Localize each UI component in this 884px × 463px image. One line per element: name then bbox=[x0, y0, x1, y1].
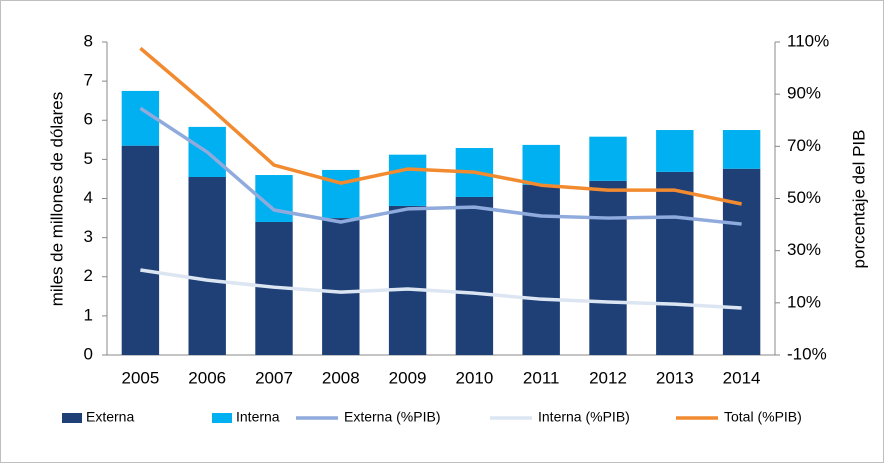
legend-swatch bbox=[212, 413, 232, 423]
bar bbox=[322, 218, 360, 355]
y-tick-label: 3 bbox=[84, 227, 93, 246]
y2-tick-label: 10% bbox=[787, 292, 821, 311]
y2-tick-label: 110% bbox=[787, 31, 829, 50]
x-tick-label: 2008 bbox=[322, 368, 360, 387]
bar bbox=[455, 196, 494, 355]
y-tick-label: 1 bbox=[84, 305, 93, 324]
x-tick-label: 2013 bbox=[656, 368, 694, 387]
bar bbox=[388, 154, 427, 206]
bar bbox=[188, 176, 226, 355]
y2-tick-label: -10% bbox=[787, 344, 827, 363]
legend-label: Interna (%PIB) bbox=[538, 409, 630, 425]
legend-label: Externa (%PIB) bbox=[344, 409, 440, 425]
y2-tick-label: 50% bbox=[787, 188, 821, 207]
line-series bbox=[140, 268, 742, 310]
bar bbox=[656, 171, 694, 355]
y-tick-label: 8 bbox=[84, 31, 93, 50]
y-axis-label: miles de millones de dólares bbox=[47, 92, 66, 307]
x-tick-label: 2011 bbox=[523, 368, 560, 387]
bar bbox=[722, 168, 761, 355]
x-tick-label: 2009 bbox=[389, 368, 427, 387]
legend-label: Total (%PIB) bbox=[724, 409, 802, 425]
bar bbox=[722, 130, 761, 169]
x-tick-label: 2010 bbox=[455, 368, 493, 387]
y-tick-label: 6 bbox=[84, 110, 93, 129]
x-tick-label: 2012 bbox=[589, 368, 627, 387]
legend-swatch bbox=[62, 413, 82, 423]
x-tick-label: 2006 bbox=[188, 368, 226, 387]
bar bbox=[589, 180, 627, 355]
x-tick-label: 2014 bbox=[723, 368, 761, 387]
line-series bbox=[139, 46, 742, 206]
line-series bbox=[139, 106, 742, 226]
bar bbox=[656, 130, 694, 172]
bar bbox=[522, 144, 560, 185]
bar bbox=[522, 184, 560, 355]
legend-label: Externa bbox=[86, 409, 134, 425]
bar bbox=[121, 145, 160, 355]
x-tick-label: 2005 bbox=[121, 368, 159, 387]
y-tick-label: 2 bbox=[84, 266, 93, 285]
y-tick-label: 4 bbox=[84, 188, 93, 207]
legend-label: Interna bbox=[236, 409, 280, 425]
y2-tick-label: 70% bbox=[787, 136, 821, 155]
bar bbox=[388, 205, 427, 355]
y2-axis-label: porcentaje del PIB bbox=[849, 130, 868, 269]
y-tick-label: 0 bbox=[84, 344, 93, 363]
x-tick-label: 2007 bbox=[255, 368, 293, 387]
bar bbox=[589, 136, 627, 181]
bar bbox=[322, 169, 360, 219]
y2-tick-label: 30% bbox=[787, 240, 821, 259]
y2-tick-label: 90% bbox=[787, 84, 821, 103]
y-tick-label: 5 bbox=[84, 149, 93, 168]
y-tick-label: 7 bbox=[84, 71, 93, 90]
